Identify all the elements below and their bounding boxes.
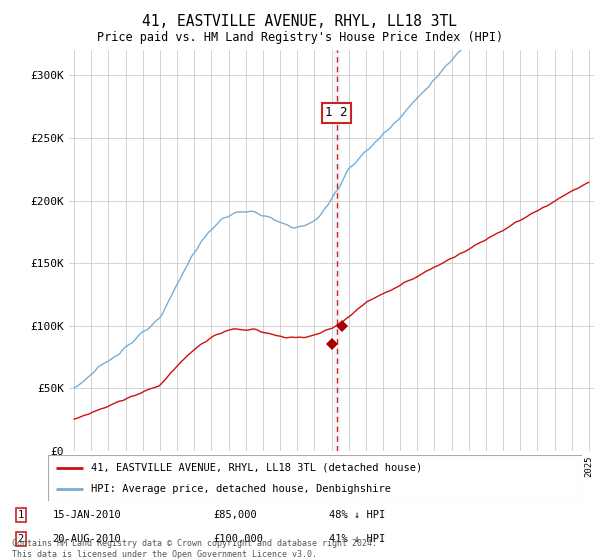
Text: 15-JAN-2010: 15-JAN-2010 <box>52 510 121 520</box>
Text: Price paid vs. HM Land Registry's House Price Index (HPI): Price paid vs. HM Land Registry's House … <box>97 31 503 44</box>
Text: 2: 2 <box>17 534 24 544</box>
Text: Contains HM Land Registry data © Crown copyright and database right 2024.
This d: Contains HM Land Registry data © Crown c… <box>12 539 377 559</box>
Text: 1: 1 <box>17 510 24 520</box>
Text: 41, EASTVILLE AVENUE, RHYL, LL18 3TL: 41, EASTVILLE AVENUE, RHYL, LL18 3TL <box>143 14 458 29</box>
Text: 1 2: 1 2 <box>325 106 348 119</box>
Text: 41, EASTVILLE AVENUE, RHYL, LL18 3TL (detached house): 41, EASTVILLE AVENUE, RHYL, LL18 3TL (de… <box>91 463 422 473</box>
Text: 41% ↓ HPI: 41% ↓ HPI <box>329 534 385 544</box>
Text: £85,000: £85,000 <box>214 510 257 520</box>
Text: HPI: Average price, detached house, Denbighshire: HPI: Average price, detached house, Denb… <box>91 484 391 494</box>
Text: £100,000: £100,000 <box>214 534 263 544</box>
Text: 48% ↓ HPI: 48% ↓ HPI <box>329 510 385 520</box>
Text: 20-AUG-2010: 20-AUG-2010 <box>52 534 121 544</box>
Bar <box>334 50 339 451</box>
